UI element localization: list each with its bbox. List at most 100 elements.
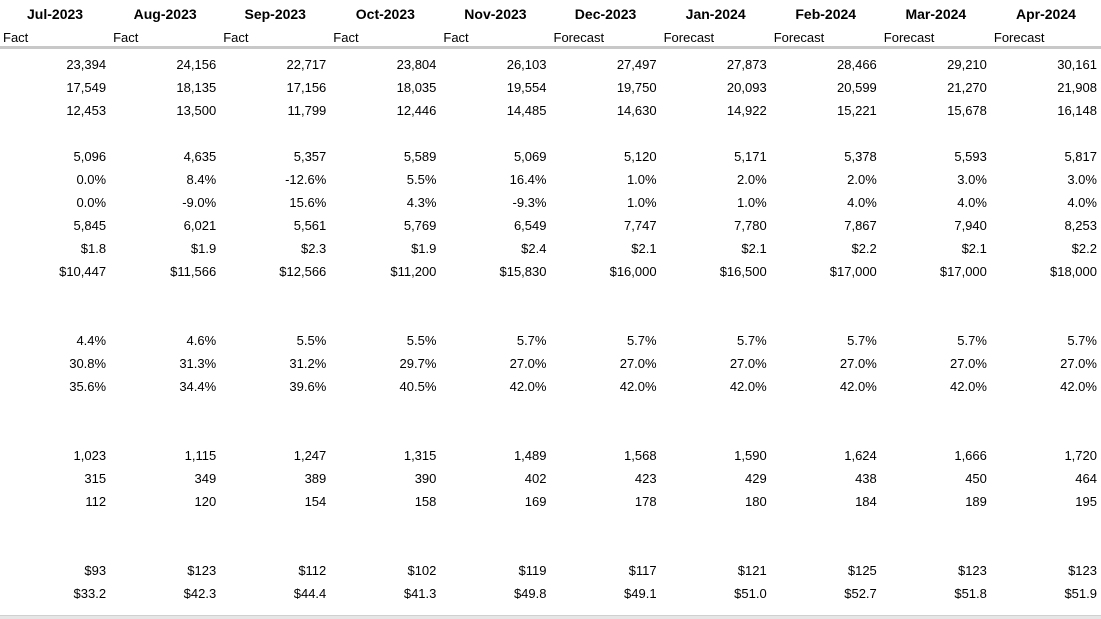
cell-value: 15.6% xyxy=(289,195,327,210)
cell-value: 17,549 xyxy=(66,80,107,95)
cell-value: $33.2 xyxy=(73,586,107,601)
cell-value: 5,593 xyxy=(954,149,987,164)
cell-value: $12,566 xyxy=(279,264,327,279)
cell-value: 5.5% xyxy=(406,333,437,348)
cell-value: $42.3 xyxy=(183,586,217,601)
cell-value: 12,446 xyxy=(396,103,437,118)
cell-value: 1,590 xyxy=(734,448,767,463)
cell-value: 22,717 xyxy=(286,57,327,72)
cell-value: 5.7% xyxy=(957,333,987,348)
cell-value: 5,589 xyxy=(403,149,437,164)
cell-value: 5.5% xyxy=(296,333,327,348)
cell-value: 7,940 xyxy=(954,218,987,233)
cell-value: $2.1 xyxy=(741,241,767,256)
cell-value: 7,867 xyxy=(844,218,877,233)
cell-value: 5.7% xyxy=(847,333,877,348)
column-kind: Fact xyxy=(333,30,359,45)
cell-value: $52.7 xyxy=(844,586,877,601)
cell-value: 389 xyxy=(304,471,327,486)
cell-value: 4.3% xyxy=(406,195,437,210)
cell-value: $2.2 xyxy=(851,241,877,256)
cell-value: 27.0% xyxy=(950,356,987,371)
cell-value: 39.6% xyxy=(289,379,327,394)
cell-value: $2.2 xyxy=(1071,241,1097,256)
cell-value: 438 xyxy=(855,471,877,486)
cell-value: $17,000 xyxy=(939,264,987,279)
column-month: Jul-2023 xyxy=(27,6,84,22)
cell-value: $121 xyxy=(737,563,767,578)
cell-value: 31.3% xyxy=(179,356,217,371)
cell-value: $49.8 xyxy=(513,586,547,601)
cell-value: 4.6% xyxy=(186,333,217,348)
cell-value: 27.0% xyxy=(509,356,547,371)
cell-value: 178 xyxy=(634,494,657,509)
cell-value: 40.5% xyxy=(399,379,437,394)
cell-value: 19,554 xyxy=(506,80,547,95)
cell-value: 464 xyxy=(1075,471,1097,486)
cell-value: $123 xyxy=(957,563,987,578)
cell-value: 120 xyxy=(194,494,217,509)
cell-value: $2.1 xyxy=(961,241,987,256)
cell-value: 14,630 xyxy=(616,103,657,118)
cell-value: 195 xyxy=(1075,494,1097,509)
cell-value: 184 xyxy=(855,494,877,509)
cell-value: 18,035 xyxy=(396,80,437,95)
cell-value: 27.0% xyxy=(619,356,657,371)
header-rule xyxy=(0,46,1101,49)
cell-value: 1,720 xyxy=(1064,448,1097,463)
cell-value: 5.7% xyxy=(626,333,657,348)
cell-value: 1,568 xyxy=(624,448,657,463)
cell-value: 154 xyxy=(304,494,327,509)
column-month: Feb-2024 xyxy=(795,6,857,22)
column-kind: Forecast xyxy=(663,30,715,45)
cell-value: 5,378 xyxy=(844,149,877,164)
cell-value: $119 xyxy=(518,563,547,578)
cell-value: 30,161 xyxy=(1057,57,1097,72)
cell-value: 28,466 xyxy=(837,57,877,72)
cell-value: 5.7% xyxy=(737,333,767,348)
cell-value: 4.0% xyxy=(1067,195,1097,210)
cell-value: 34.4% xyxy=(179,379,217,394)
cell-value: 5.7% xyxy=(516,333,547,348)
cell-value: 4.0% xyxy=(847,195,877,210)
cell-value: 14,485 xyxy=(506,103,547,118)
cell-value: 180 xyxy=(744,494,767,509)
cell-value: $1.9 xyxy=(411,241,437,256)
cell-value: 1,115 xyxy=(184,448,217,463)
cell-value: $112 xyxy=(298,563,327,578)
column-month: Sep-2023 xyxy=(244,6,306,22)
cell-value: 5,171 xyxy=(734,149,767,164)
cell-value: 3.0% xyxy=(1067,172,1097,187)
cell-value: 1,624 xyxy=(844,448,877,463)
cell-value: 6,549 xyxy=(513,218,547,233)
column-kind: Fact xyxy=(443,30,469,45)
cell-value: 158 xyxy=(414,494,437,509)
cell-value: $2.1 xyxy=(631,241,657,256)
cell-value: 390 xyxy=(414,471,437,486)
cell-value: 42.0% xyxy=(1060,379,1097,394)
cell-value: 8,253 xyxy=(1064,218,1097,233)
cell-value: 29.7% xyxy=(399,356,437,371)
cell-value: 35.6% xyxy=(69,379,107,394)
cell-value: 8.4% xyxy=(186,172,217,187)
cell-value: 16.4% xyxy=(509,172,547,187)
cell-value: 29,210 xyxy=(947,57,987,72)
cell-value: $117 xyxy=(628,563,657,578)
cell-value: 3.0% xyxy=(957,172,987,187)
cell-value: $123 xyxy=(1068,563,1097,578)
cell-value: 15,221 xyxy=(837,103,877,118)
cell-value: 42.0% xyxy=(950,379,987,394)
cell-value: -9.0% xyxy=(182,195,217,210)
cell-value: 16,148 xyxy=(1057,103,1097,118)
cell-value: 5,096 xyxy=(73,149,107,164)
cell-value: $16,000 xyxy=(609,264,657,279)
cell-value: $44.4 xyxy=(293,586,327,601)
cell-value: $51.8 xyxy=(954,586,987,601)
cell-value: 0.0% xyxy=(76,195,107,210)
cell-value: 189 xyxy=(965,494,987,509)
column-kind: Fact xyxy=(113,30,139,45)
cell-value: $10,447 xyxy=(59,264,107,279)
column-kind: Forecast xyxy=(553,30,605,45)
cell-value: $49.1 xyxy=(624,586,657,601)
cell-value: $41.3 xyxy=(403,586,437,601)
